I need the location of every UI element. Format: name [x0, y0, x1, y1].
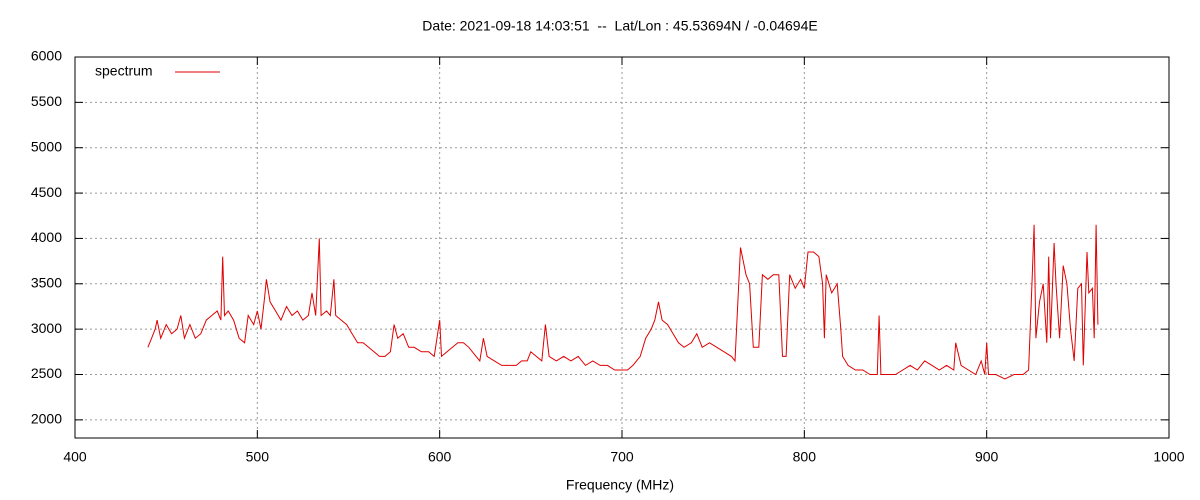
x-axis-label: Frequency (MHz) — [566, 477, 674, 493]
x-tick-label: 1000 — [1153, 449, 1184, 465]
y-tick-label: 6000 — [31, 48, 62, 64]
plot-frame — [74, 56, 1170, 439]
y-tick-label: 5500 — [31, 93, 62, 109]
y-tick-label: 3500 — [31, 274, 62, 290]
x-tick-label: 900 — [975, 449, 999, 465]
data-line — [147, 224, 1099, 380]
x-tick-label: 700 — [610, 449, 634, 465]
y-tick-label: 5000 — [31, 138, 62, 154]
y-tick-label: 4500 — [31, 184, 62, 200]
x-tick-label: 400 — [63, 449, 87, 465]
y-tick-label: 2000 — [31, 411, 62, 427]
x-tick-label: 500 — [246, 449, 270, 465]
y-tick-label: 2500 — [31, 365, 62, 381]
chart-title: Date: 2021-09-18 14:03:51 -- Lat/Lon : 4… — [422, 18, 817, 34]
legend-label: spectrum — [95, 63, 153, 79]
y-tick-label: 3000 — [31, 320, 62, 336]
x-tick-label: 600 — [428, 449, 452, 465]
x-tick-label: 800 — [793, 449, 817, 465]
y-tick-label: 4000 — [31, 229, 62, 245]
